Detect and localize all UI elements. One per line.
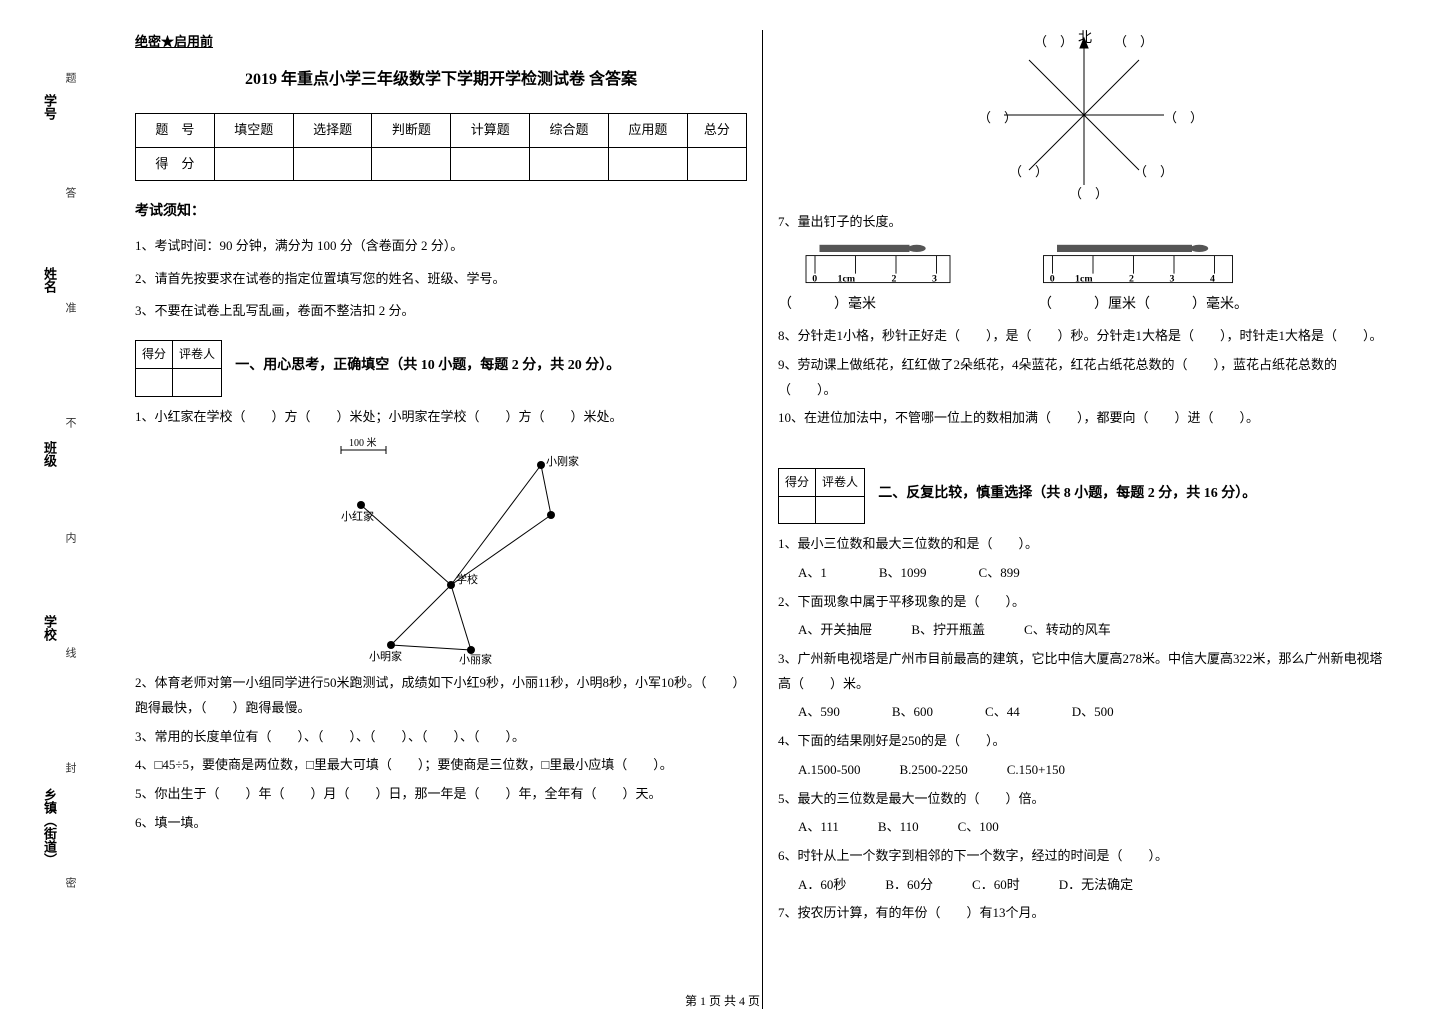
score-value-row: 得 分 [136, 147, 747, 181]
svg-text:0: 0 [1050, 273, 1055, 284]
svg-text:学校: 学校 [456, 572, 478, 586]
q1-9: 9、劳动课上做纸花，红红做了2朵纸花，4朵蓝花，红花占纸花总数的（ ），蓝花占纸… [778, 353, 1390, 402]
binding-fields: 学号 姓名 班级 学校 乡镇（街道） [40, 20, 59, 940]
q1-7: 7、量出钉子的长度。 [778, 210, 1390, 235]
right-column: （ ） 北 （ ） （ ） （ ） （ ） （ ） （ ） 7、量出钉子的长度。 [763, 30, 1405, 1009]
scale-label: 100 米 [349, 436, 377, 449]
ruler-2-wrap: 0 1cm 2 3 4 （ ）厘米（ ）毫米。 [1038, 243, 1248, 319]
q1-diagram: 100 米 [291, 435, 591, 665]
instruction-3: 3、不要在试卷上乱写乱画，卷面不整洁扣 2 分。 [135, 299, 747, 324]
instruction-2: 2、请首先按要求在试卷的指定位置填写您的姓名、班级、学号。 [135, 267, 747, 292]
dotted-labels: 题 答 准 不 内 线 封 密 [62, 20, 78, 940]
svg-text:1cm: 1cm [838, 273, 856, 284]
binding-column: 学号 姓名 班级 学校 乡镇（街道） 题 答 准 不 内 线 封 密 [0, 0, 90, 1019]
map-svg: 100 米 [291, 435, 591, 665]
q2-3-opts: A、590 B、600 C、44 D、500 [778, 700, 1390, 725]
q2-1-opts: A、1 B、1099 C、899 [778, 561, 1390, 586]
q1-10: 10、在进位加法中，不管哪一位上的数相加满（ ），都要向（ ）进（ ）。 [778, 406, 1390, 431]
svg-text:小刚家: 小刚家 [546, 454, 579, 468]
part1-header-row: 得分评卷人 一、用心思考，正确填空（共 10 小题，每题 2 分，共 20 分）… [135, 332, 747, 401]
q2-5: 5、最大的三位数是最大一位数的（ ）倍。 [778, 787, 1390, 812]
compass-north: 北 [1078, 26, 1092, 53]
field-xiangzhen: 乡镇（街道） [40, 788, 59, 866]
compass-diagram: （ ） 北 （ ） （ ） （ ） （ ） （ ） （ ） [974, 30, 1194, 200]
svg-text:2: 2 [892, 273, 897, 284]
svg-text:小明家: 小明家 [369, 649, 402, 663]
q2-4: 4、下面的结果刚好是250的是（ ）。 [778, 729, 1390, 754]
q2-5-opts: A、111 B、110 C、100 [778, 815, 1390, 840]
q1-3: 3、常用的长度单位有（ ）、（ ）、（ ）、（ ）、（ ）。 [135, 725, 747, 750]
q2-2-opts: A、开关抽屉 B、拧开瓶盖 C、转动的风车 [778, 618, 1390, 643]
q2-6-opts: A．60秒 B．60分 C．60时 D．无法确定 [778, 873, 1390, 898]
instructions-list: 1、考试时间：90 分钟，满分为 100 分（含卷面分 2 分）。 2、请首先按… [135, 234, 747, 324]
scorebox-1: 得分评卷人 [135, 340, 222, 397]
ruler-1: 0 1cm 2 3 [778, 243, 978, 288]
instruction-1: 1、考试时间：90 分钟，满分为 100 分（含卷面分 2 分）。 [135, 234, 747, 259]
ruler-2-label: （ ）厘米（ ）毫米。 [1038, 292, 1248, 319]
svg-text:2: 2 [1129, 273, 1134, 284]
svg-text:1cm: 1cm [1075, 273, 1093, 284]
left-column: 绝密★启用前 2019 年重点小学三年级数学下学期开学检测试卷 含答案 题 号 … [120, 30, 763, 1009]
field-xuexiao: 学校 [40, 615, 59, 641]
part2-heading: 二、反复比较，慎重选择（共 8 小题，每题 2 分，共 16 分）。 [878, 481, 1256, 508]
ruler-1-wrap: 0 1cm 2 3 （ ）毫米 [778, 243, 978, 319]
part2-header-row: 得分评卷人 二、反复比较，慎重选择（共 8 小题，每题 2 分，共 16 分）。 [778, 460, 1390, 529]
q1-5: 5、你出生于（ ）年（ ）月（ ）日，那一年是（ ）年，全年有（ ）天。 [135, 782, 747, 807]
field-banji: 班级 [40, 441, 59, 467]
q2-2: 2、下面现象中属于平移现象的是（ ）。 [778, 590, 1390, 615]
q2-6: 6、时针从上一个数字到相邻的下一个数字，经过的时间是（ ）。 [778, 844, 1390, 869]
ruler-1-label: （ ）毫米 [778, 292, 978, 319]
q2-3: 3、广州新电视塔是广州市目前最高的建筑，它比中信大厦高278米。中信大厦高322… [778, 647, 1390, 696]
q1-6: 6、填一填。 [135, 811, 747, 836]
page-footer: 第 1 页 共 4 页 [0, 992, 1445, 1009]
q1-1: 1、小红家在学校（ ）方（ ）米处；小明家在学校（ ）方（ ）米处。 [135, 405, 747, 430]
svg-text:0: 0 [812, 273, 817, 284]
instructions-heading: 考试须知： [135, 199, 747, 226]
q2-1: 1、最小三位数和最大三位数的和是（ ）。 [778, 532, 1390, 557]
q1-8: 8、分针走1小格，秒针正好走（ ），是（ ）秒。分针走1大格是（ ），时针走1大… [778, 324, 1390, 349]
ruler-row: 0 1cm 2 3 （ ）毫米 [778, 243, 1390, 319]
content-columns: 绝密★启用前 2019 年重点小学三年级数学下学期开学检测试卷 含答案 题 号 … [90, 0, 1445, 1019]
q1-4: 4、□45÷5，要使商是两位数，□里最大可填（ ）；要使商是三位数，□里最小应填… [135, 753, 747, 778]
svg-text:小红家: 小红家 [341, 509, 374, 523]
exam-page: 学号 姓名 班级 学校 乡镇（街道） 题 答 准 不 内 线 封 密 绝密★启用… [0, 0, 1445, 1019]
svg-text:小丽家: 小丽家 [459, 652, 492, 665]
secret-label: 绝密★启用前 [135, 30, 747, 55]
svg-text:3: 3 [1170, 273, 1175, 284]
q1-2: 2、体育老师对第一小组同学进行50米跑测试，成绩如下小红9秒，小丽11秒，小明8… [135, 671, 747, 720]
field-xuehao: 学号 [40, 94, 59, 120]
field-xingming: 姓名 [40, 267, 59, 293]
ruler-2: 0 1cm 2 3 4 [1038, 243, 1238, 288]
score-table: 题 号 填空题 选择题 判断题 计算题 综合题 应用题 总分 得 分 [135, 113, 747, 181]
q2-4-opts: A.1500-500 B.2500-2250 C.150+150 [778, 758, 1390, 783]
scorebox-2: 得分评卷人 [778, 468, 865, 525]
svg-text:4: 4 [1210, 273, 1215, 284]
paper-title: 2019 年重点小学三年级数学下学期开学检测试卷 含答案 [135, 65, 747, 95]
score-header-row: 题 号 填空题 选择题 判断题 计算题 综合题 应用题 总分 [136, 114, 747, 148]
svg-text:3: 3 [932, 273, 937, 284]
part1-heading: 一、用心思考，正确填空（共 10 小题，每题 2 分，共 20 分）。 [235, 353, 620, 380]
q2-7: 7、按农历计算，有的年份（ ）有13个月。 [778, 901, 1390, 926]
